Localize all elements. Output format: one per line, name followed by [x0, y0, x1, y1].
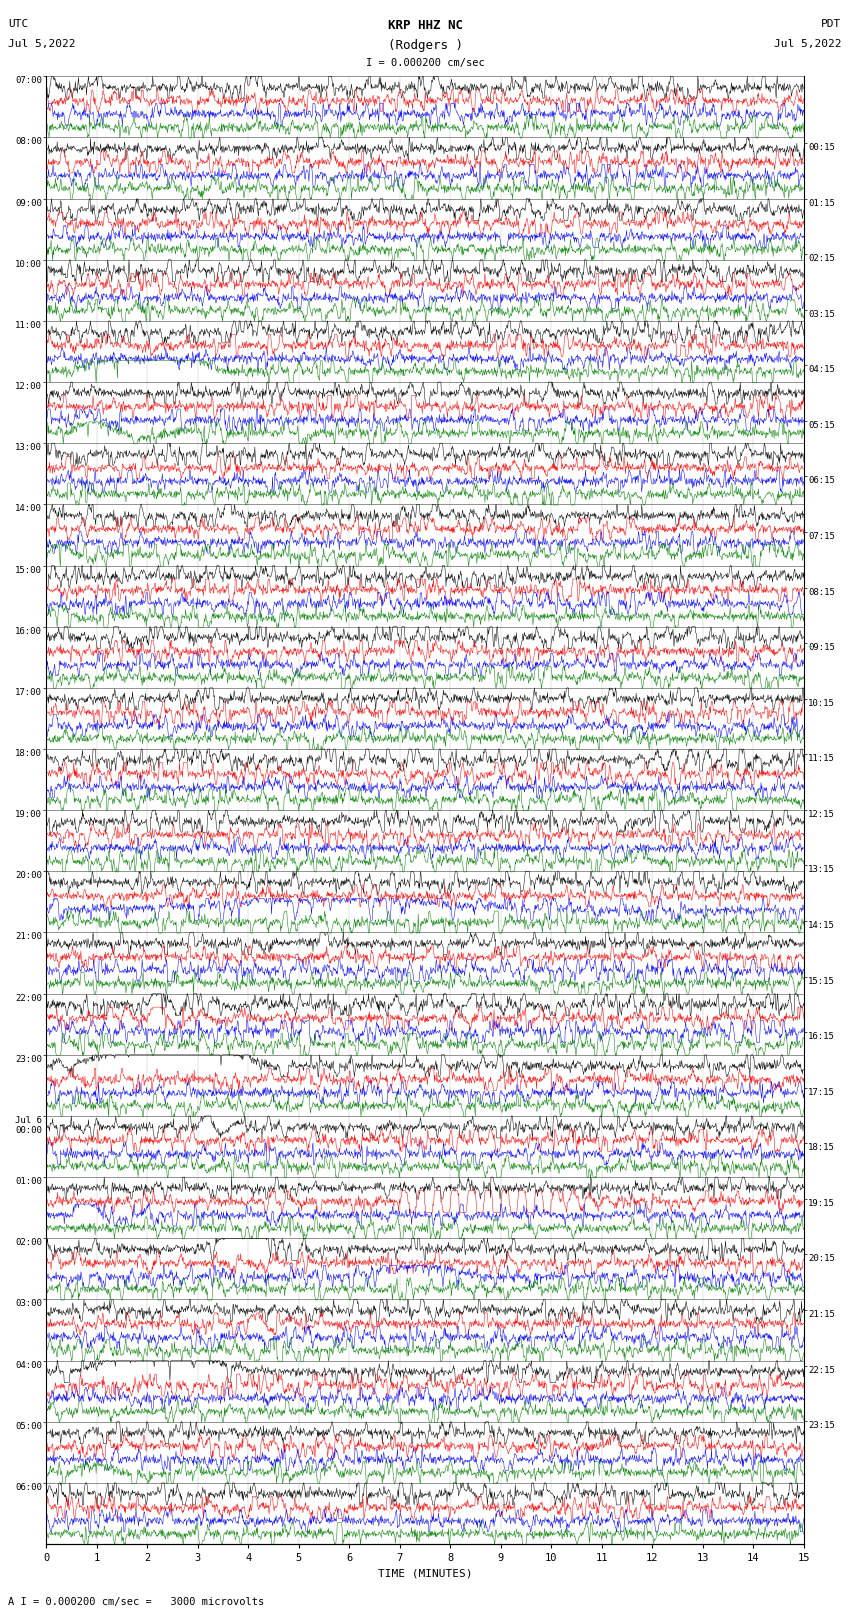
- Text: PDT: PDT: [821, 19, 842, 29]
- Text: (Rodgers ): (Rodgers ): [388, 39, 462, 52]
- Text: I = 0.000200 cm/sec: I = 0.000200 cm/sec: [366, 58, 484, 68]
- Text: A I = 0.000200 cm/sec =   3000 microvolts: A I = 0.000200 cm/sec = 3000 microvolts: [8, 1597, 264, 1607]
- Text: KRP HHZ NC: KRP HHZ NC: [388, 19, 462, 32]
- X-axis label: TIME (MINUTES): TIME (MINUTES): [377, 1569, 473, 1579]
- Text: Jul 5,2022: Jul 5,2022: [774, 39, 842, 48]
- Text: UTC: UTC: [8, 19, 29, 29]
- Text: Jul 5,2022: Jul 5,2022: [8, 39, 76, 48]
